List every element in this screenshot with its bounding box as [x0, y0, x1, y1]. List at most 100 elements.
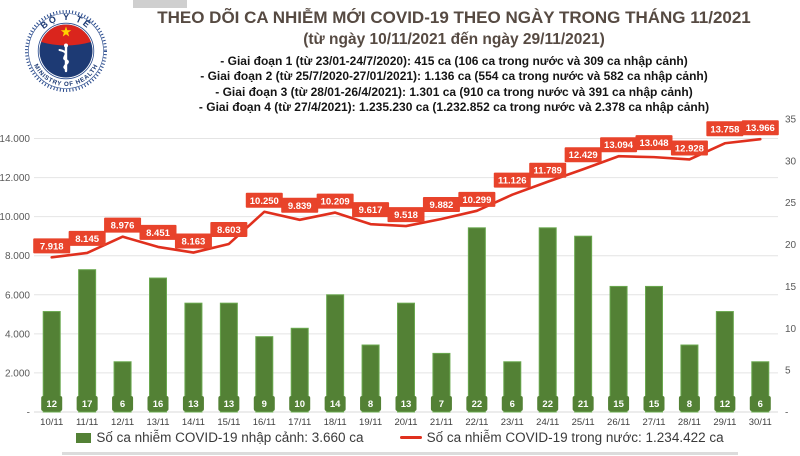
left-axis-tick: -: [27, 408, 30, 419]
trend-line: [50, 137, 762, 259]
daily-cases-label-box: [458, 191, 496, 207]
x-axis-date: 15/11: [217, 417, 240, 428]
x-axis-date: 13/11: [146, 417, 169, 428]
covid-bar: [574, 235, 593, 413]
x-axis-date: 29/11: [713, 417, 736, 428]
daily-cases-label: 7.918: [40, 241, 64, 252]
covid-bar: [149, 277, 167, 413]
phase-note-3: - Giai đoạn 3 (từ 28/01-26/4/2021): 1.30…: [215, 84, 693, 99]
x-axis-date: 26/11: [607, 417, 630, 428]
covid-bar: [538, 227, 557, 413]
daily-cases-label: 10.209: [321, 197, 350, 208]
x-axis-date: 18/11: [324, 417, 347, 428]
phase-note-2: - Giai đoạn 2 (từ 25/7/2020-27/01/2021):…: [200, 69, 708, 84]
covid-bar: [184, 302, 203, 413]
bar-count-label: 15: [613, 399, 624, 410]
daily-cases-label: 12.429: [569, 150, 598, 161]
daily-cases-label-box: [210, 221, 248, 237]
x-axis-date: 23/11: [501, 417, 524, 428]
left-axis-tick: 10.000: [0, 212, 30, 223]
bar-count-box: [360, 396, 382, 411]
snake-icon: [58, 49, 69, 70]
daily-cases-label-box: [493, 172, 531, 188]
covid-bar: [42, 311, 61, 413]
daily-cases-label-box: [635, 135, 673, 151]
daily-cases-label-box: [529, 162, 567, 178]
legend-item-imported: Số ca nhiễm COVID-19 nhập cảnh: 3.660 ca: [76, 430, 364, 445]
daily-cases-label: 8.976: [111, 221, 135, 232]
daily-cases-label: 9.839: [288, 201, 312, 212]
bar-count-label: 17: [82, 399, 93, 410]
x-axis-date: 14/11: [182, 417, 205, 428]
legend-domestic-label: Số ca nhiễm COVID-19 trong nước: 1.234.4…: [426, 430, 724, 445]
bar-count-label: 6: [120, 399, 125, 410]
daily-cases-label-box: [104, 217, 142, 233]
daily-cases-label: 12.928: [675, 143, 704, 154]
bottom-edge-strip: [62, 452, 738, 455]
right-axis-tick: 25: [785, 198, 797, 209]
bar-count-box: [572, 396, 594, 411]
daily-cases-label-box: [422, 196, 460, 212]
bar-count-label: 7: [439, 399, 444, 410]
daily-cases-label-box: [281, 197, 319, 213]
bar-count-box: [324, 396, 346, 411]
bar-count-label: 12: [720, 399, 731, 410]
bar-count-label: 10: [294, 399, 305, 410]
daily-cases-label: 9.518: [394, 210, 418, 221]
daily-cases-label: 11.126: [498, 176, 527, 187]
right-axis-tick: 15: [785, 282, 797, 293]
page-subtitle: (từ ngày 10/11/2021 đến ngày 29/11/2021): [303, 31, 605, 48]
bar-count-label: 13: [188, 399, 199, 410]
legend-item-domestic: Số ca nhiễm COVID-19 trong nước: 1.234.4…: [399, 430, 724, 445]
chart-legend: Số ca nhiễm COVID-19 nhập cảnh: 3.660 ca…: [0, 430, 800, 445]
legend-imported-label: Số ca nhiễm COVID-19 nhập cảnh: 3.660 ca: [96, 430, 364, 445]
daily-cases-label-box: [564, 147, 602, 163]
x-axis-date: 24/11: [536, 417, 559, 428]
daily-cases-label-box: [741, 120, 779, 136]
moh-logo: BỘ Y TẾ MINISTRY OF HEALTH: [25, 10, 107, 92]
daily-cases-label: 8.451: [146, 228, 170, 239]
daily-cases-label-box: [174, 233, 212, 249]
left-axis-tick: 2.000: [5, 368, 30, 379]
logo-tick-ring: [25, 10, 107, 92]
daily-cases-label: 8.603: [217, 225, 241, 236]
x-axis-date: 10/11: [40, 417, 63, 428]
phase-note-4: - Giai đoạn 4 (từ 27/4/2021): 1.235.230 …: [198, 100, 710, 115]
bar-count-box: [643, 396, 665, 411]
bar-count-label: 13: [224, 399, 235, 410]
right-axis-tick: 10: [785, 324, 797, 335]
bar-count-label: 8: [687, 399, 692, 410]
bar-count-box: [501, 396, 523, 411]
daily-cases-label-box: [139, 224, 177, 240]
x-axis-date: 20/11: [394, 417, 417, 428]
x-axis-date: 27/11: [642, 417, 665, 428]
bar-count-box: [218, 396, 240, 411]
right-axis-tick: 30: [785, 156, 797, 167]
covid-daily-chart: 12 17 6 16 13 13 9 10 14 8 13 7 22 6 22 21 15 15 8 12 6 7.918…: [0, 115, 797, 429]
bar-count-box: [678, 396, 700, 411]
bar-count-box: [608, 396, 630, 411]
daily-cases-label: 13.758: [710, 124, 739, 135]
covid-bar: [219, 302, 238, 413]
bar-count-box: [41, 396, 63, 411]
daily-cases-label-box: [316, 193, 354, 209]
right-axis-tick: -: [785, 408, 788, 419]
daily-cases-label: 13.966: [746, 123, 775, 134]
star-icon: [60, 26, 72, 37]
daily-cases-label-box: [600, 137, 638, 153]
daily-cases-label-box: [706, 121, 744, 137]
x-axis-date: 28/11: [678, 417, 701, 428]
right-axis-tick: 20: [785, 240, 797, 251]
bar-count-label: 15: [649, 399, 660, 410]
covid-bar: [326, 294, 345, 413]
screenshot-artifact: [133, 0, 187, 8]
bar-count-label: 22: [472, 399, 483, 410]
right-axis-tick: 35: [785, 115, 797, 126]
daily-cases-label: 8.163: [182, 237, 206, 248]
x-axis-date: 22/11: [465, 417, 488, 428]
covid-bar: [361, 344, 380, 413]
daily-cases-label: 13.048: [639, 138, 668, 149]
covid-bar: [290, 327, 309, 413]
x-axis-date: 12/11: [111, 417, 134, 428]
